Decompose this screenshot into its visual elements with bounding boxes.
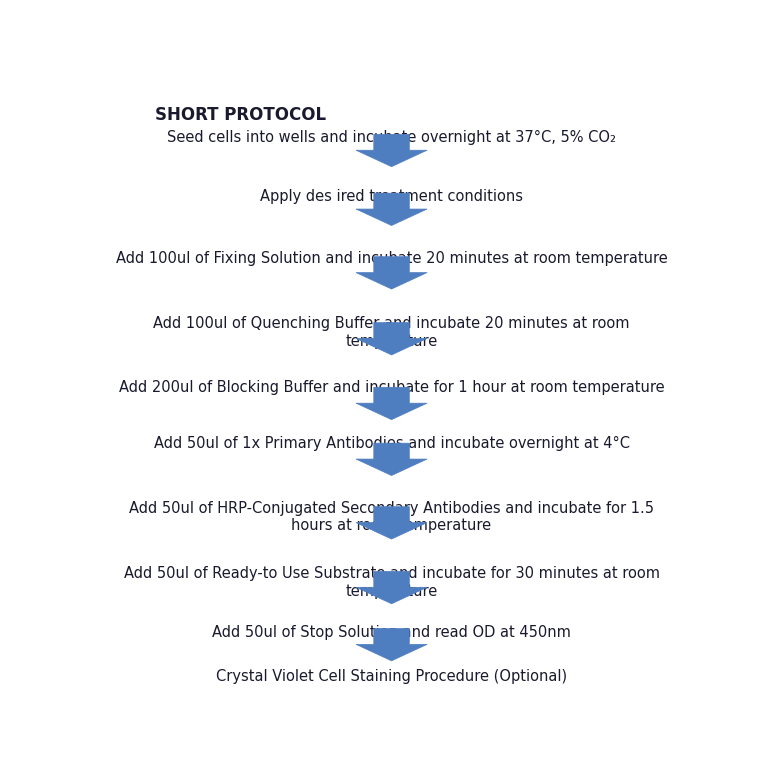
Text: Seed cells into wells and incubate overnight at 37°C, 5% CO₂: Seed cells into wells and incubate overn… bbox=[167, 130, 616, 145]
Text: Add 100ul of Quenching Buffer and incubate 20 minutes at room
temperature: Add 100ul of Quenching Buffer and incuba… bbox=[154, 316, 630, 349]
Text: Add 50ul of Ready-to Use Substrate and incubate for 30 minutes at room
temperatu: Add 50ul of Ready-to Use Substrate and i… bbox=[124, 566, 659, 599]
Polygon shape bbox=[356, 507, 427, 539]
Polygon shape bbox=[356, 629, 427, 661]
Text: Crystal Violet Cell Staining Procedure (Optional): Crystal Violet Cell Staining Procedure (… bbox=[216, 669, 567, 685]
Polygon shape bbox=[356, 322, 427, 355]
Polygon shape bbox=[356, 193, 427, 225]
Polygon shape bbox=[356, 257, 427, 289]
Polygon shape bbox=[356, 134, 427, 167]
Polygon shape bbox=[356, 387, 427, 419]
Polygon shape bbox=[356, 443, 427, 475]
Text: Add 50ul of HRP-Conjugated Secondary Antibodies and incubate for 1.5
hours at ro: Add 50ul of HRP-Conjugated Secondary Ant… bbox=[129, 500, 654, 533]
Text: SHORT PROTOCOL: SHORT PROTOCOL bbox=[154, 106, 325, 125]
Text: Add 50ul of Stop Solution and read OD at 450nm: Add 50ul of Stop Solution and read OD at… bbox=[212, 625, 571, 640]
Text: Add 200ul of Blocking Buffer and incubate for 1 hour at room temperature: Add 200ul of Blocking Buffer and incubat… bbox=[118, 380, 665, 395]
Polygon shape bbox=[356, 571, 427, 604]
Text: Add 50ul of 1x Primary Antibodies and incubate overnight at 4°C: Add 50ul of 1x Primary Antibodies and in… bbox=[154, 435, 630, 451]
Text: Apply des ired treatment conditions: Apply des ired treatment conditions bbox=[260, 189, 523, 204]
Text: Add 100ul of Fixing Solution and incubate 20 minutes at room temperature: Add 100ul of Fixing Solution and incubat… bbox=[115, 251, 668, 266]
